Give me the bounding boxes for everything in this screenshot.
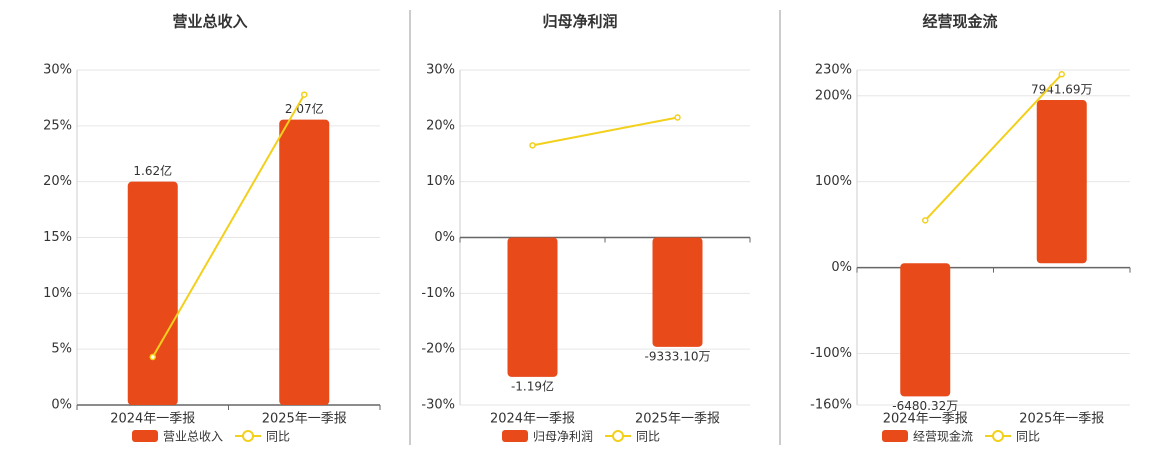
legend-label: 归母净利润: [533, 430, 593, 444]
y-tick-label: -10%: [421, 286, 455, 301]
legend-label: 营业总收入: [163, 430, 223, 444]
y-tick-label: 230%: [815, 63, 852, 78]
legend-swatch: [882, 430, 908, 442]
line-point: [529, 142, 536, 149]
legend-label: 经营现金流: [913, 429, 973, 444]
legend-swatch: [502, 430, 528, 442]
y-tick-label: 25%: [43, 118, 72, 133]
value-label: 2.07亿: [285, 101, 324, 116]
line-point: [1058, 71, 1065, 78]
y-tick-label: 10%: [426, 174, 455, 189]
legend-label: 同比: [266, 430, 290, 444]
bar: [1036, 100, 1087, 264]
legend-swatch: [132, 430, 158, 442]
y-tick-label: -30%: [421, 398, 455, 413]
x-tick-label: 2024年一季报: [110, 412, 195, 427]
bar: [507, 237, 558, 377]
legend-label: 同比: [636, 430, 660, 444]
line-point: [149, 353, 156, 361]
legend-swatch: [242, 430, 255, 442]
x-tick-label: 2024年一季报: [883, 412, 968, 427]
value-label: 7941.69万: [1031, 83, 1093, 97]
line: [924, 73, 1063, 222]
chart-title: 归母净利润: [542, 13, 617, 31]
value-label: 1.62亿: [133, 163, 172, 178]
y-tick-label: 0%: [51, 398, 72, 413]
value-label: -1.19亿: [511, 378, 554, 393]
value-label: -9333.10万: [645, 349, 711, 363]
y-tick-label: 20%: [43, 174, 72, 189]
y-tick-label: 200%: [815, 88, 852, 103]
line-point: [674, 114, 681, 121]
line: [151, 94, 306, 358]
bar: [900, 263, 951, 397]
x-tick-label: 2025年一季报: [262, 412, 347, 427]
legend-swatch: [992, 430, 1005, 442]
bar: [652, 237, 703, 347]
y-tick-label: 5%: [51, 342, 72, 357]
x-tick-label: 2024年一季报: [490, 412, 575, 427]
x-tick-label: 2025年一季报: [635, 412, 720, 427]
chart-title: 营业总收入: [172, 13, 247, 31]
x-tick-label: 2025年一季报: [1019, 412, 1104, 427]
chart-title: 经营现金流: [922, 13, 997, 31]
line-point: [301, 91, 308, 98]
y-tick-label: -160%: [810, 398, 852, 413]
y-tick-label: 15%: [43, 230, 72, 245]
y-tick-label: 100%: [815, 174, 852, 189]
legend-swatch: [612, 430, 625, 442]
bar: [279, 119, 330, 405]
bar: [127, 181, 178, 405]
y-tick-label: -20%: [421, 342, 455, 357]
y-tick-label: 20%: [426, 118, 455, 133]
value-label: -6480.32万: [892, 399, 958, 413]
y-tick-label: 30%: [43, 63, 72, 78]
y-tick-label: 0%: [434, 230, 455, 245]
y-tick-label: 0%: [831, 260, 852, 275]
legend-label: 同比: [1016, 430, 1040, 444]
y-tick-label: 10%: [43, 286, 72, 301]
y-tick-label: -100%: [810, 346, 852, 361]
line: [532, 116, 678, 147]
line-point: [922, 217, 929, 224]
y-tick-label: 30%: [426, 63, 455, 78]
